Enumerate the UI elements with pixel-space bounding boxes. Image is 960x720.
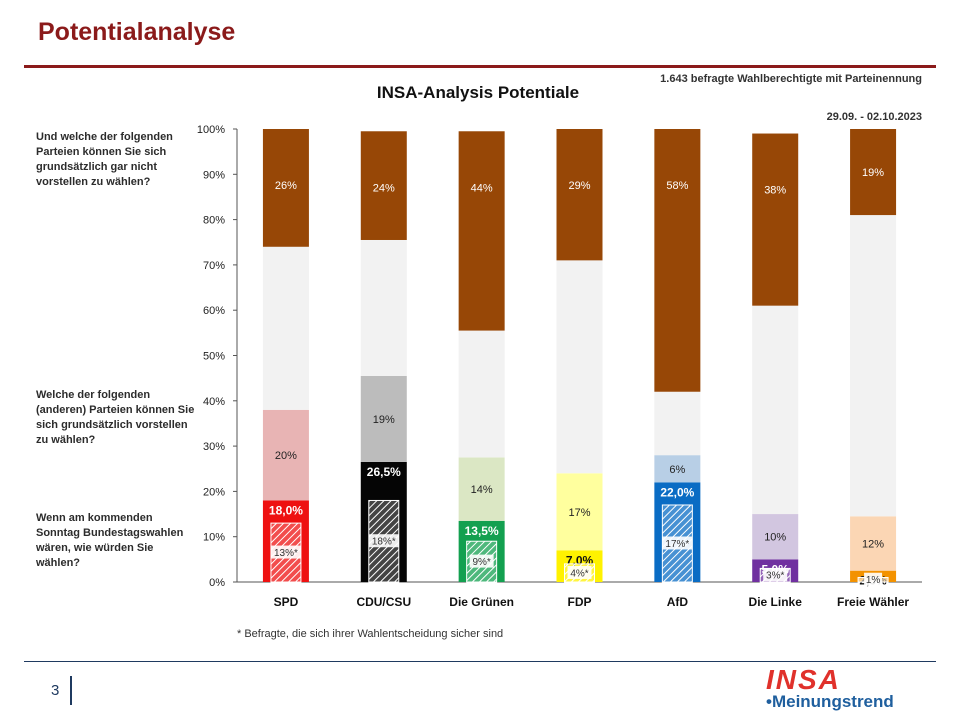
- bar-segment: [850, 215, 897, 517]
- sure-voter-label-bg: [662, 536, 693, 550]
- potential-chart: INSA-Analysis Potentiale 1.643 befragte …: [197, 73, 922, 640]
- y-tick-label: 0%: [209, 577, 225, 589]
- bar-segment: [360, 131, 407, 240]
- bar-segment: [360, 239, 407, 376]
- logo-brand: INSA: [766, 664, 841, 695]
- bar-segment: [556, 260, 603, 474]
- x-tick-label: SPD: [274, 595, 299, 609]
- data-label: 58%: [666, 180, 688, 192]
- bar-segment: [752, 305, 799, 515]
- x-tick-label: AfD: [667, 595, 689, 609]
- data-label: 17%: [568, 507, 590, 519]
- bar-segment: [458, 457, 505, 521]
- data-label: 22,0%: [660, 485, 694, 499]
- sure-voter-label: 13%*: [274, 548, 298, 559]
- bar-segment: [262, 409, 309, 501]
- logo-subtitle: •Meinungstrend: [766, 692, 894, 711]
- bar-segment: [458, 330, 505, 458]
- data-label: 10%: [764, 532, 786, 544]
- bar-segment: [654, 391, 701, 456]
- x-tick-label: Freie Wähler: [837, 595, 909, 609]
- data-label: 29%: [568, 180, 590, 192]
- bar-segment: [262, 246, 309, 410]
- title-divider: [24, 65, 936, 68]
- sure-voter-label: 17%*: [665, 539, 689, 550]
- y-tick-label: 30%: [203, 441, 225, 453]
- bar-segment: [556, 129, 603, 261]
- page-number: 3: [51, 682, 60, 699]
- bar-segment: [262, 129, 309, 247]
- x-tick-label: FDP: [568, 595, 592, 609]
- y-tick-label: 80%: [203, 215, 225, 227]
- footer-divider: [24, 661, 936, 662]
- y-tick-label: 40%: [203, 396, 225, 408]
- question-vote-intention: Wenn am kommenden Sonntag Bundestagswahl…: [36, 512, 184, 569]
- sure-voter-label-bg: [469, 554, 494, 568]
- question-potential: Welche der folgenden (anderen) Parteien …: [36, 389, 195, 446]
- sure-voter-label-bg: [864, 572, 883, 586]
- x-tick-label: Die Grünen: [449, 595, 514, 609]
- x-tick-label: CDU/CSU: [356, 595, 411, 609]
- plot-area: 0% 10% 20% 30% 40% 50% 60% 70% 80% 90% 100% 18,0% 20…: [197, 124, 922, 609]
- page-title: Potentialanalyse: [38, 18, 236, 46]
- sure-voter-label-bg: [270, 545, 301, 559]
- bar-segment: [850, 516, 897, 571]
- sure-voter-label: 4%*: [570, 568, 588, 579]
- x-tick-label: Die Linke: [749, 595, 803, 609]
- sure-voter-label: 18%*: [372, 537, 396, 548]
- bar-segment: [752, 133, 799, 306]
- bar-segment: [752, 514, 799, 560]
- y-tick-label: 90%: [203, 169, 225, 181]
- data-label: 20%: [275, 450, 297, 462]
- data-label: 24%: [373, 182, 395, 194]
- date-range: 29.09. - 02.10.2023: [827, 111, 922, 123]
- bar-segment: [458, 131, 505, 331]
- bar-segment: [654, 129, 701, 392]
- sure-voter-label: 3%*: [766, 571, 784, 582]
- sure-voter-label-bg: [763, 568, 788, 582]
- page-number-bar: [70, 676, 72, 705]
- sure-voter-label-bg: [368, 534, 399, 548]
- data-label: 26%: [275, 180, 297, 192]
- data-label: 6%: [669, 464, 685, 476]
- y-tick-label: 70%: [203, 260, 225, 272]
- data-label: 26,5%: [367, 465, 401, 479]
- y-tick-label: 60%: [203, 305, 225, 317]
- bar-segment: [850, 129, 897, 216]
- bar-segment: [360, 375, 407, 462]
- data-label: 44%: [471, 182, 493, 194]
- data-label: 14%: [471, 484, 493, 496]
- chart-title: INSA-Analysis Potentiale: [377, 83, 579, 102]
- data-label: 18,0%: [269, 503, 303, 517]
- bar-segment: [556, 473, 603, 551]
- data-label: 13,5%: [465, 524, 499, 538]
- question-rejection: Und welche der folgenden Parteien können…: [36, 131, 173, 188]
- y-tick-label: 20%: [203, 486, 225, 498]
- data-label: 38%: [764, 185, 786, 197]
- data-label: 19%: [373, 414, 395, 426]
- y-tick-label: 50%: [203, 351, 225, 363]
- footnote: * Befragte, die sich ihrer Wahlentscheid…: [237, 628, 503, 640]
- sure-voter-label: 1%: [866, 575, 881, 586]
- insa-logo: INSA •Meinungstrend: [766, 664, 916, 716]
- sample-note: 1.643 befragte Wahlberechtigte mit Parte…: [660, 73, 922, 85]
- data-label: 12%: [862, 538, 884, 550]
- y-tick-label: 10%: [203, 532, 225, 544]
- data-label: 19%: [862, 167, 884, 179]
- bar-segment: [654, 455, 701, 483]
- sure-voter-label: 9%*: [472, 557, 490, 568]
- y-tick-label: 100%: [197, 124, 225, 136]
- sure-voter-label-bg: [567, 565, 592, 579]
